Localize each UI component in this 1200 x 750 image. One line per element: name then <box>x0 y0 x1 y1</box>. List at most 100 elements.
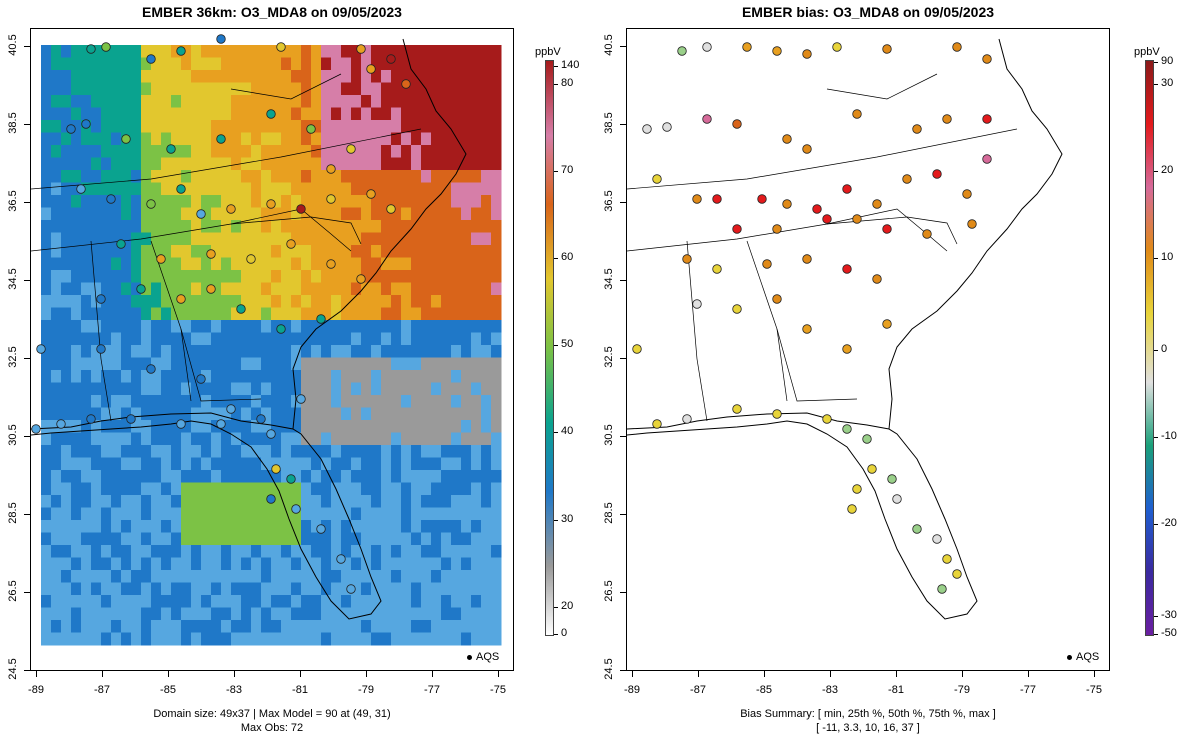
aqs-site-marker[interactable] <box>216 134 226 144</box>
aqs-bias-marker[interactable] <box>882 224 892 234</box>
aqs-bias-marker[interactable] <box>822 414 832 424</box>
aqs-bias-marker[interactable] <box>852 484 862 494</box>
aqs-bias-marker[interactable] <box>732 404 742 414</box>
aqs-bias-marker[interactable] <box>742 42 752 52</box>
aqs-site-marker[interactable] <box>156 254 166 264</box>
aqs-site-marker[interactable] <box>86 414 96 424</box>
aqs-site-marker[interactable] <box>196 209 206 219</box>
aqs-bias-marker[interactable] <box>772 224 782 234</box>
aqs-bias-marker[interactable] <box>982 154 992 164</box>
aqs-site-marker[interactable] <box>66 124 76 134</box>
aqs-site-marker[interactable] <box>116 239 126 249</box>
aqs-bias-marker[interactable] <box>937 584 947 594</box>
aqs-bias-marker[interactable] <box>702 114 712 124</box>
aqs-site-marker[interactable] <box>266 199 276 209</box>
aqs-site-marker[interactable] <box>356 274 366 284</box>
aqs-site-marker[interactable] <box>226 404 236 414</box>
aqs-site-marker[interactable] <box>81 119 91 129</box>
aqs-site-marker[interactable] <box>86 44 96 54</box>
aqs-site-marker[interactable] <box>271 464 281 474</box>
aqs-bias-marker[interactable] <box>932 169 942 179</box>
aqs-site-marker[interactable] <box>386 204 396 214</box>
aqs-site-marker[interactable] <box>326 194 336 204</box>
aqs-site-marker[interactable] <box>336 554 346 564</box>
aqs-bias-marker[interactable] <box>642 124 652 134</box>
aqs-site-marker[interactable] <box>286 239 296 249</box>
aqs-site-marker[interactable] <box>386 54 396 64</box>
aqs-bias-marker[interactable] <box>832 42 842 52</box>
aqs-site-marker[interactable] <box>366 189 376 199</box>
aqs-bias-marker[interactable] <box>842 264 852 274</box>
aqs-bias-marker[interactable] <box>692 299 702 309</box>
aqs-bias-marker[interactable] <box>692 194 702 204</box>
aqs-site-marker[interactable] <box>101 42 111 52</box>
aqs-site-marker[interactable] <box>316 314 326 324</box>
aqs-bias-marker[interactable] <box>932 534 942 544</box>
aqs-site-marker[interactable] <box>256 414 266 424</box>
aqs-bias-marker[interactable] <box>732 119 742 129</box>
aqs-site-marker[interactable] <box>291 504 301 514</box>
aqs-site-marker[interactable] <box>356 44 366 54</box>
aqs-site-marker[interactable] <box>346 144 356 154</box>
aqs-bias-marker[interactable] <box>802 324 812 334</box>
aqs-site-marker[interactable] <box>31 424 41 434</box>
aqs-site-marker[interactable] <box>216 34 226 44</box>
aqs-bias-marker[interactable] <box>872 274 882 284</box>
aqs-bias-marker[interactable] <box>802 49 812 59</box>
aqs-site-marker[interactable] <box>146 364 156 374</box>
aqs-bias-marker[interactable] <box>772 409 782 419</box>
aqs-bias-marker[interactable] <box>867 464 877 474</box>
aqs-bias-marker[interactable] <box>732 224 742 234</box>
aqs-site-marker[interactable] <box>306 124 316 134</box>
aqs-bias-marker[interactable] <box>962 189 972 199</box>
aqs-bias-marker[interactable] <box>782 199 792 209</box>
aqs-bias-marker[interactable] <box>892 494 902 504</box>
aqs-site-marker[interactable] <box>206 284 216 294</box>
aqs-site-marker[interactable] <box>196 374 206 384</box>
aqs-site-marker[interactable] <box>286 474 296 484</box>
aqs-bias-marker[interactable] <box>852 214 862 224</box>
aqs-bias-marker[interactable] <box>772 46 782 56</box>
aqs-site-marker[interactable] <box>326 164 336 174</box>
aqs-site-marker[interactable] <box>146 199 156 209</box>
aqs-site-marker[interactable] <box>266 429 276 439</box>
aqs-site-marker[interactable] <box>366 64 376 74</box>
aqs-site-marker[interactable] <box>96 294 106 304</box>
aqs-site-marker[interactable] <box>76 184 86 194</box>
aqs-bias-marker[interactable] <box>702 42 712 52</box>
aqs-site-marker[interactable] <box>296 394 306 404</box>
aqs-bias-marker[interactable] <box>912 124 922 134</box>
aqs-bias-marker[interactable] <box>822 214 832 224</box>
aqs-site-marker[interactable] <box>326 259 336 269</box>
aqs-site-marker[interactable] <box>106 194 116 204</box>
aqs-bias-marker[interactable] <box>942 114 952 124</box>
aqs-bias-marker[interactable] <box>802 254 812 264</box>
aqs-bias-marker[interactable] <box>912 524 922 534</box>
aqs-bias-marker[interactable] <box>887 474 897 484</box>
aqs-site-marker[interactable] <box>176 184 186 194</box>
aqs-site-marker[interactable] <box>401 79 411 89</box>
aqs-bias-marker[interactable] <box>952 569 962 579</box>
aqs-site-marker[interactable] <box>276 42 286 52</box>
aqs-bias-marker[interactable] <box>862 434 872 444</box>
aqs-site-marker[interactable] <box>276 324 286 334</box>
aqs-bias-marker[interactable] <box>812 204 822 214</box>
aqs-bias-marker[interactable] <box>922 229 932 239</box>
aqs-bias-marker[interactable] <box>967 219 977 229</box>
aqs-site-marker[interactable] <box>266 494 276 504</box>
aqs-bias-marker[interactable] <box>982 54 992 64</box>
aqs-bias-marker[interactable] <box>652 174 662 184</box>
aqs-bias-marker[interactable] <box>842 344 852 354</box>
aqs-site-marker[interactable] <box>226 204 236 214</box>
aqs-bias-marker[interactable] <box>902 174 912 184</box>
aqs-site-marker[interactable] <box>296 204 306 214</box>
aqs-bias-marker[interactable] <box>952 42 962 52</box>
aqs-bias-marker[interactable] <box>872 199 882 209</box>
aqs-bias-marker[interactable] <box>662 122 672 132</box>
aqs-site-marker[interactable] <box>56 419 66 429</box>
aqs-site-marker[interactable] <box>246 254 256 264</box>
aqs-site-marker[interactable] <box>96 344 106 354</box>
aqs-site-marker[interactable] <box>121 134 131 144</box>
aqs-site-marker[interactable] <box>176 46 186 56</box>
aqs-bias-marker[interactable] <box>732 304 742 314</box>
